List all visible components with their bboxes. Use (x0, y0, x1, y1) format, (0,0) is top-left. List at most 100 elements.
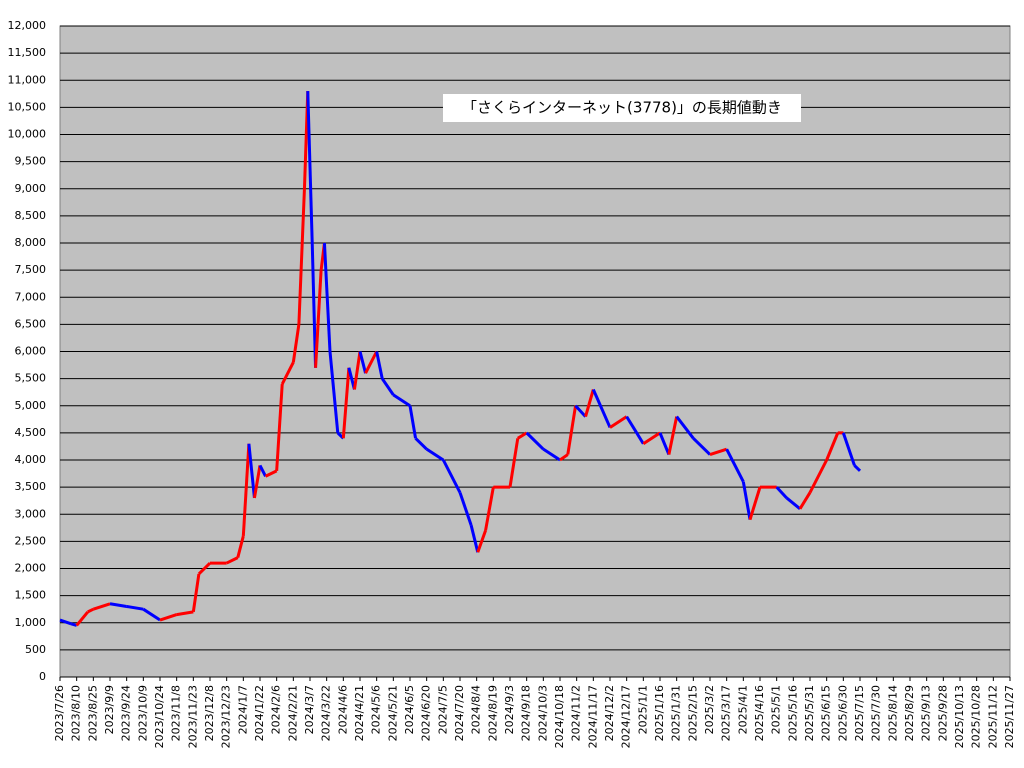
price-segment (314, 270, 323, 368)
price-segment (525, 431, 545, 451)
y-tick-label: 1,000 (15, 616, 47, 629)
x-tick-label: 2024/11/2 (570, 685, 583, 741)
price-segment (59, 618, 72, 626)
price-segment (364, 350, 379, 374)
y-tick-label: 500 (25, 643, 46, 656)
y-tick-label: 4,500 (15, 426, 47, 439)
price-segment (241, 443, 251, 537)
x-tick-label: 2025/8/29 (903, 685, 916, 741)
price-segment (853, 464, 862, 472)
price-segment (667, 416, 679, 455)
x-tick-label: 2024/10/3 (536, 685, 549, 741)
x-tick-label: 2025/1/1 (636, 685, 649, 734)
y-tick-label: 4,000 (15, 453, 47, 466)
x-tick-label: 2025/10/28 (970, 685, 983, 748)
x-tick-label: 2024/2/21 (286, 685, 299, 741)
price-segment (291, 324, 301, 363)
y-tick-label: 2,500 (15, 534, 47, 547)
price-segment (414, 437, 428, 451)
price-segment (126, 604, 144, 611)
x-tick-label: 2024/8/4 (470, 685, 483, 734)
price-segment (306, 91, 314, 244)
x-tick-label: 2025/5/1 (770, 685, 783, 734)
price-segment (841, 432, 856, 466)
price-segment (775, 486, 788, 499)
y-tick-label: 9,500 (15, 155, 47, 168)
price-segment (559, 453, 569, 462)
price-segment (159, 613, 178, 622)
x-tick-label: 2023/9/9 (103, 685, 116, 734)
x-tick-label: 2025/6/30 (836, 685, 849, 741)
x-tick-label: 2025/7/30 (870, 685, 883, 741)
x-tick-label: 2025/3/17 (720, 685, 733, 741)
x-tick-label: 2024/1/7 (236, 685, 249, 734)
x-tick-label: 2025/9/28 (936, 685, 949, 741)
y-tick-label: 8,000 (15, 236, 47, 249)
price-segment (741, 481, 752, 520)
x-tick-label: 2025/8/14 (886, 685, 899, 741)
price-segment (484, 486, 495, 531)
y-tick-label: 5,500 (15, 372, 47, 385)
price-segment (252, 465, 262, 499)
price-segment (625, 415, 645, 445)
price-segment (392, 393, 411, 408)
x-tick-label: 2025/3/2 (703, 685, 716, 734)
y-tick-label: 10,000 (8, 128, 47, 141)
y-tick-label: 12,000 (8, 19, 47, 32)
y-tick-label: 10,500 (8, 100, 47, 113)
y-tick-label: 11,000 (8, 73, 47, 86)
price-segment (692, 437, 712, 456)
y-tick-label: 3,500 (15, 480, 47, 493)
x-tick-label: 2025/10/13 (953, 685, 966, 748)
price-segment (92, 602, 111, 611)
price-segment (476, 530, 487, 553)
price-segment (380, 377, 395, 396)
x-tick-label: 2024/9/18 (520, 685, 533, 741)
price-segment (310, 242, 318, 368)
y-tick-label: 6,000 (15, 345, 47, 358)
y-tick-label: 7,000 (15, 290, 47, 303)
price-segment (441, 459, 462, 494)
x-tick-label: 2024/8/19 (486, 685, 499, 741)
price-segment (574, 404, 587, 418)
x-tick-label: 2024/11/17 (586, 685, 599, 748)
x-tick-label: 2023/7/26 (53, 685, 66, 741)
price-segment (275, 383, 284, 471)
x-tick-label: 2023/12/23 (220, 685, 233, 748)
x-tick-label: 2025/4/16 (753, 685, 766, 741)
x-tick-label: 2023/11/23 (186, 685, 199, 748)
x-tick-label: 2024/5/6 (370, 685, 383, 734)
x-tick-label: 2023/11/8 (170, 685, 183, 741)
price-segment (808, 459, 829, 494)
price-segment (352, 351, 362, 390)
x-tick-label: 2024/7/5 (436, 685, 449, 734)
price-segment (825, 432, 840, 461)
y-tick-label: 5,000 (15, 399, 47, 412)
x-tick-label: 2024/1/22 (253, 685, 266, 741)
x-tick-label: 2025/11/27 (1003, 685, 1016, 748)
x-tick-label: 2025/6/15 (820, 685, 833, 741)
price-segment (469, 524, 480, 553)
price-segment (358, 351, 368, 374)
y-tick-label: 11,500 (8, 46, 47, 59)
y-tick-label: 7,500 (15, 263, 47, 276)
x-tick-label: 2023/12/8 (203, 685, 216, 741)
x-tick-label: 2025/1/31 (670, 685, 683, 741)
x-tick-label: 2024/6/20 (420, 685, 433, 741)
price-segment (458, 492, 473, 526)
x-tick-label: 2023/8/10 (70, 685, 83, 741)
x-tick-label: 2024/3/22 (320, 685, 333, 741)
price-segment (258, 464, 267, 477)
x-tick-label: 2023/9/24 (120, 685, 133, 741)
x-tick-label: 2025/2/15 (686, 685, 699, 741)
price-segment (642, 431, 661, 445)
x-tick-label: 2024/7/20 (453, 685, 466, 741)
x-tick-label: 2024/5/21 (386, 685, 399, 741)
price-segment (709, 447, 728, 457)
x-tick-label: 2025/1/16 (653, 685, 666, 741)
price-segment (591, 388, 612, 429)
x-tick-label: 2024/3/7 (303, 685, 316, 734)
price-segment (87, 607, 94, 614)
x-tick-label: 2025/7/15 (853, 685, 866, 741)
